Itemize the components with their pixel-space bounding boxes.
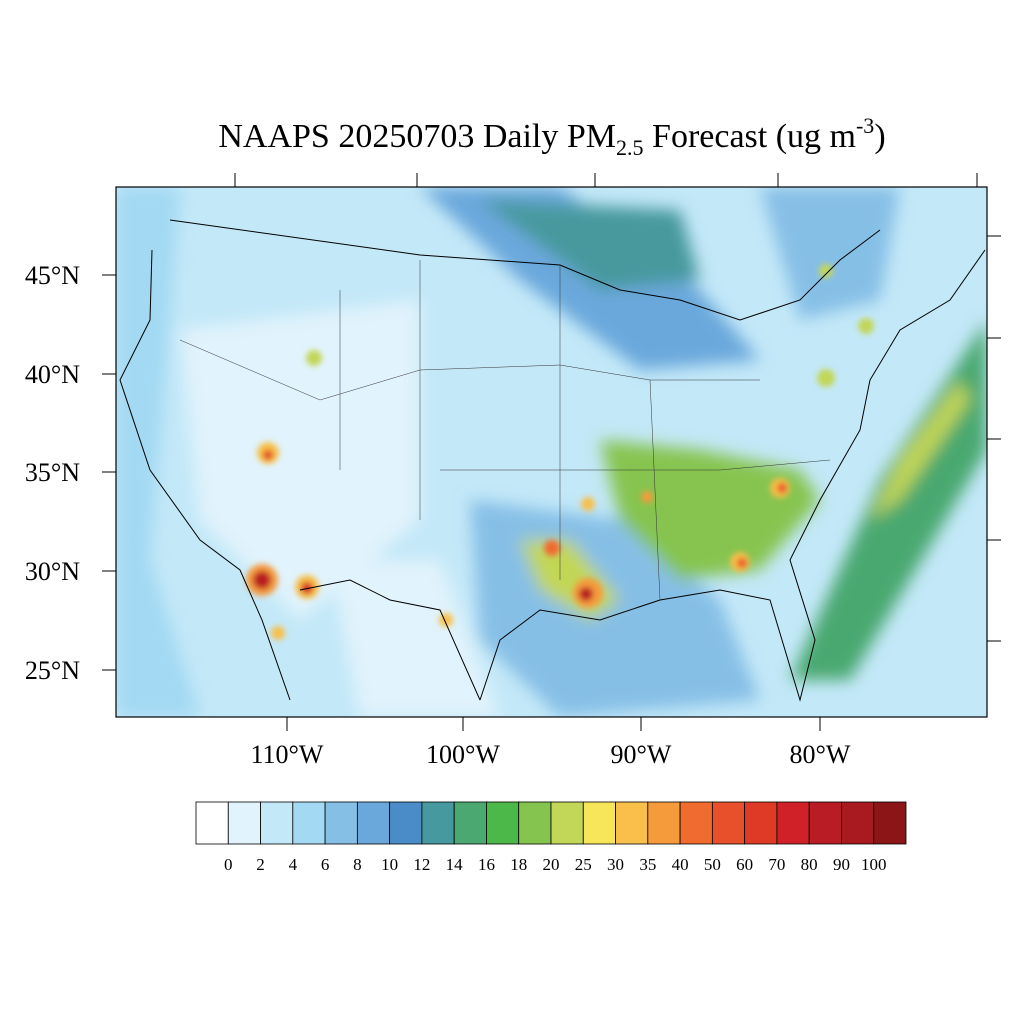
colorbar-swatch <box>711 801 746 845</box>
colorbar-swatch <box>776 801 810 845</box>
colorbar-swatch <box>292 801 326 845</box>
colorbar-label: 8 <box>353 855 362 874</box>
map-title: NAAPS 20250703 Daily PM2.5 Forecast (ug … <box>218 113 885 160</box>
lat-label: 35°N <box>25 458 80 487</box>
colorbar-label: 20 <box>543 855 560 874</box>
map-frame <box>115 186 988 718</box>
lat-label: 45°N <box>25 261 80 290</box>
colorbar-label: 40 <box>672 855 689 874</box>
colorbar-swatch <box>518 801 552 845</box>
title-subscript: 2.5 <box>616 135 644 160</box>
lat-label: 30°N <box>25 557 80 586</box>
colorbar-label: 18 <box>510 855 527 874</box>
colorbar-label: 12 <box>413 855 430 874</box>
colorbar-swatch <box>195 801 229 845</box>
colorbar-swatch <box>486 801 520 845</box>
colorbar-swatch <box>873 801 907 845</box>
title-end: ) <box>874 118 885 155</box>
map-ticks <box>234 173 1001 642</box>
colorbar-label: 80 <box>801 855 818 874</box>
lon-label: 90°W <box>611 740 672 769</box>
colorbar-swatch <box>260 801 294 845</box>
colorbar-swatch <box>227 801 261 845</box>
colorbar-swatch <box>389 801 423 845</box>
colorbar-swatch <box>647 801 681 845</box>
colorbar-swatch <box>615 801 649 845</box>
colorbar-swatch <box>808 801 842 845</box>
colorbar-swatch <box>421 801 455 845</box>
colorbar-label: 50 <box>704 855 721 874</box>
colorbar-label: 60 <box>736 855 753 874</box>
lat-label: 40°N <box>25 360 80 389</box>
colorbar-swatch <box>841 801 875 845</box>
lon-label: 110°W <box>251 740 324 769</box>
colorbar-label: 30 <box>607 855 624 874</box>
colorbar-swatch <box>324 801 358 845</box>
title-main: NAAPS 20250703 Daily PM <box>218 118 616 155</box>
title-superscript: -3 <box>856 113 874 138</box>
colorbar-label: 90 <box>833 855 850 874</box>
title-middle: Forecast (ug m <box>644 118 856 155</box>
lon-label: 80°W <box>790 740 851 769</box>
colorbar-label: 25 <box>575 855 592 874</box>
lat-label: 25°N <box>25 656 80 685</box>
colorbar-label: 2 <box>256 855 265 874</box>
map-field <box>116 187 987 717</box>
colorbar: 0 2 4 6 8 10 12 14 16 18 20 25 30 35 40 50 60 70 80 90 100 <box>195 801 907 874</box>
colorbar-label: 100 <box>861 855 887 874</box>
colorbar-label: 0 <box>224 855 233 874</box>
colorbar-label: 4 <box>289 855 298 874</box>
colorbar-swatch <box>550 801 584 845</box>
colorbar-swatch <box>582 801 616 845</box>
colorbar-label: 14 <box>446 855 464 874</box>
colorbar-label: 35 <box>639 855 656 874</box>
colorbar-swatch <box>453 801 487 845</box>
lon-label: 100°W <box>426 740 500 769</box>
colorbar-swatch <box>356 801 391 845</box>
colorbar-label: 70 <box>768 855 785 874</box>
colorbar-label: 6 <box>321 855 330 874</box>
colorbar-label: 16 <box>478 855 495 874</box>
axis-labels: 45°N 40°N 35°N 30°N 25°N 110°W 100°W 90°W 80°W <box>25 261 851 769</box>
colorbar-swatch <box>679 801 713 845</box>
colorbar-label: 10 <box>381 855 398 874</box>
colorbar-swatch <box>744 801 778 845</box>
